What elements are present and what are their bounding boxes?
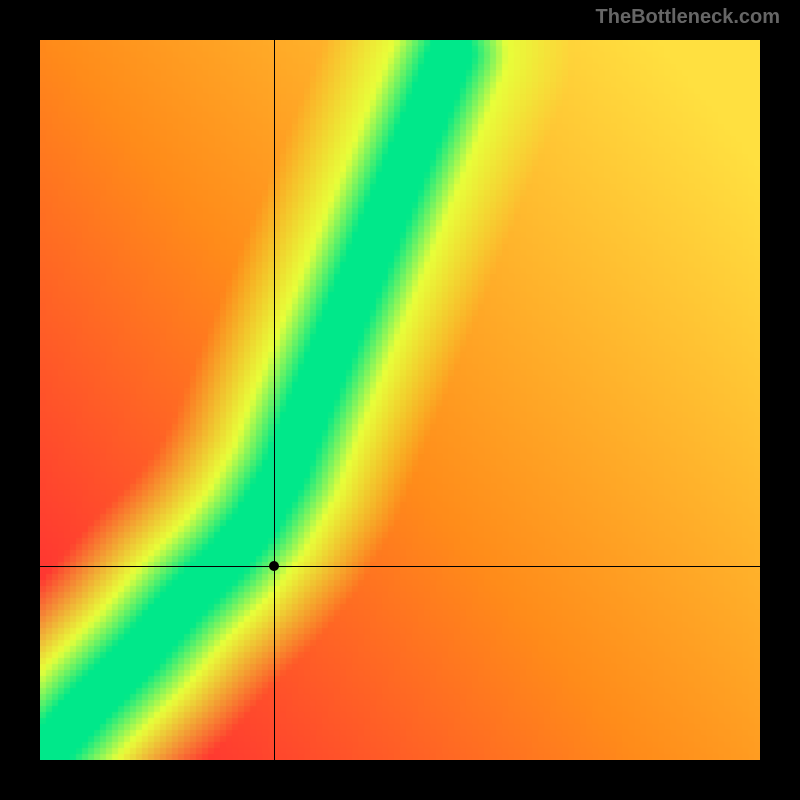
crosshair-vertical-line — [274, 40, 275, 760]
heatmap-plot-area — [40, 40, 760, 760]
heatmap-canvas — [40, 40, 760, 760]
crosshair-marker-dot — [269, 561, 279, 571]
crosshair-horizontal-line — [40, 566, 760, 567]
watermark-text: TheBottleneck.com — [596, 6, 780, 29]
